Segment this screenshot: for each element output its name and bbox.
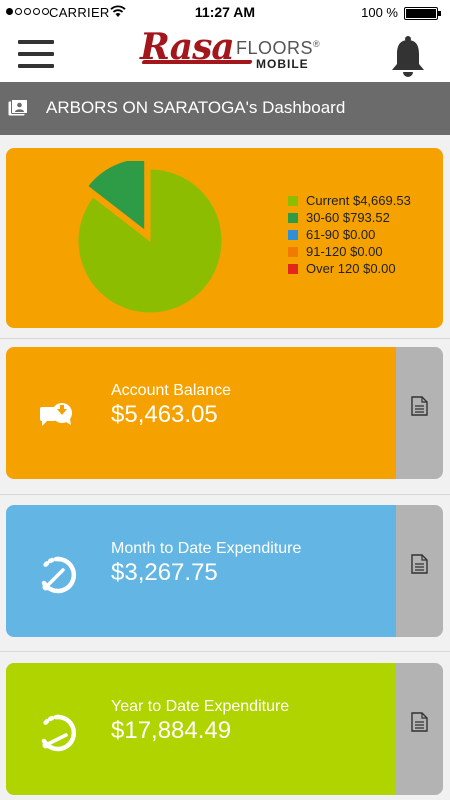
logo-floors: FLOORS® bbox=[236, 38, 321, 58]
year-to-date-report-button[interactable] bbox=[396, 663, 443, 795]
year-to-date-label: Year to Date Expenditure bbox=[111, 698, 290, 715]
chart-legend: Current $4,669.53 30-60 $793.52 61-90 $0.0… bbox=[288, 192, 411, 277]
speedometer-icon bbox=[41, 556, 77, 594]
pie-slice-30-60 bbox=[87, 161, 146, 232]
speedometer-icon bbox=[41, 714, 77, 752]
legend-item: Current $4,669.53 bbox=[288, 192, 411, 209]
account-balance-card[interactable]: Account Balance $5,463.05 bbox=[6, 347, 443, 479]
legend-swatch bbox=[288, 263, 298, 274]
legend-label: Current $4,669.53 bbox=[306, 193, 411, 208]
aging-pie-chart bbox=[77, 161, 223, 314]
status-bar: CARRIER 11:27 AM 100 % bbox=[0, 0, 450, 26]
year-to-date-main[interactable]: Year to Date Expenditure $17,884.49 bbox=[6, 663, 396, 795]
legend-swatch bbox=[288, 195, 298, 206]
divider bbox=[0, 651, 450, 652]
app-header: Rasa FLOORS® MOBILE bbox=[0, 26, 450, 83]
document-icon bbox=[411, 396, 428, 416]
aging-chart-card: Current $4,669.53 30-60 $793.52 61-90 $0.0… bbox=[6, 148, 443, 328]
document-icon bbox=[411, 554, 428, 574]
year-to-date-card[interactable]: Year to Date Expenditure $17,884.49 bbox=[6, 663, 443, 795]
month-to-date-main[interactable]: Month to Date Expenditure $3,267.75 bbox=[6, 505, 396, 637]
month-to-date-card[interactable]: Month to Date Expenditure $3,267.75 bbox=[6, 505, 443, 637]
logo-swoosh bbox=[141, 60, 253, 64]
document-icon bbox=[411, 712, 428, 732]
month-to-date-label: Month to Date Expenditure bbox=[111, 540, 302, 557]
legend-label: Over 120 $0.00 bbox=[306, 261, 396, 276]
month-to-date-report-button[interactable] bbox=[396, 505, 443, 637]
rasa-floors-logo: Rasa FLOORS® MOBILE bbox=[140, 26, 321, 76]
wifi-icon bbox=[110, 5, 126, 17]
account-balance-report-button[interactable] bbox=[396, 347, 443, 479]
legend-label: 61-90 $0.00 bbox=[306, 227, 376, 242]
account-balance-label: Account Balance bbox=[111, 382, 232, 399]
legend-item: 91-120 $0.00 bbox=[288, 243, 411, 260]
divider bbox=[0, 338, 450, 339]
month-to-date-value: $3,267.75 bbox=[111, 559, 218, 586]
legend-item: 61-90 $0.00 bbox=[288, 226, 411, 243]
logo-mobile: MOBILE bbox=[256, 57, 309, 71]
legend-item: Over 120 $0.00 bbox=[288, 260, 411, 277]
account-balance-icon bbox=[40, 403, 72, 426]
signal-strength-icon bbox=[6, 8, 49, 15]
contact-card-icon bbox=[8, 99, 28, 116]
legend-swatch bbox=[288, 212, 298, 223]
account-balance-main[interactable]: Account Balance $5,463.05 bbox=[6, 347, 396, 479]
page-title: ARBORS ON SARATOGA's Dashboard bbox=[46, 98, 346, 117]
year-to-date-value: $17,884.49 bbox=[111, 717, 232, 744]
legend-label: 91-120 $0.00 bbox=[306, 244, 383, 259]
clock: 11:27 AM bbox=[194, 4, 256, 20]
pie-slice-current bbox=[77, 168, 223, 314]
battery-percent: 100 % bbox=[361, 5, 398, 20]
carrier-name: CARRIER bbox=[49, 5, 110, 20]
legend-label: 30-60 $793.52 bbox=[306, 210, 390, 225]
account-balance-value: $5,463.05 bbox=[111, 401, 218, 428]
hamburger-menu-icon[interactable] bbox=[18, 40, 54, 70]
legend-swatch bbox=[288, 229, 298, 240]
dashboard-title-bar: ARBORS ON SARATOGA's Dashboard bbox=[0, 82, 450, 135]
legend-item: 30-60 $793.52 bbox=[288, 209, 411, 226]
battery-icon bbox=[404, 7, 441, 20]
legend-swatch bbox=[288, 246, 298, 257]
notification-bell-icon[interactable] bbox=[388, 34, 428, 78]
divider bbox=[0, 494, 450, 495]
